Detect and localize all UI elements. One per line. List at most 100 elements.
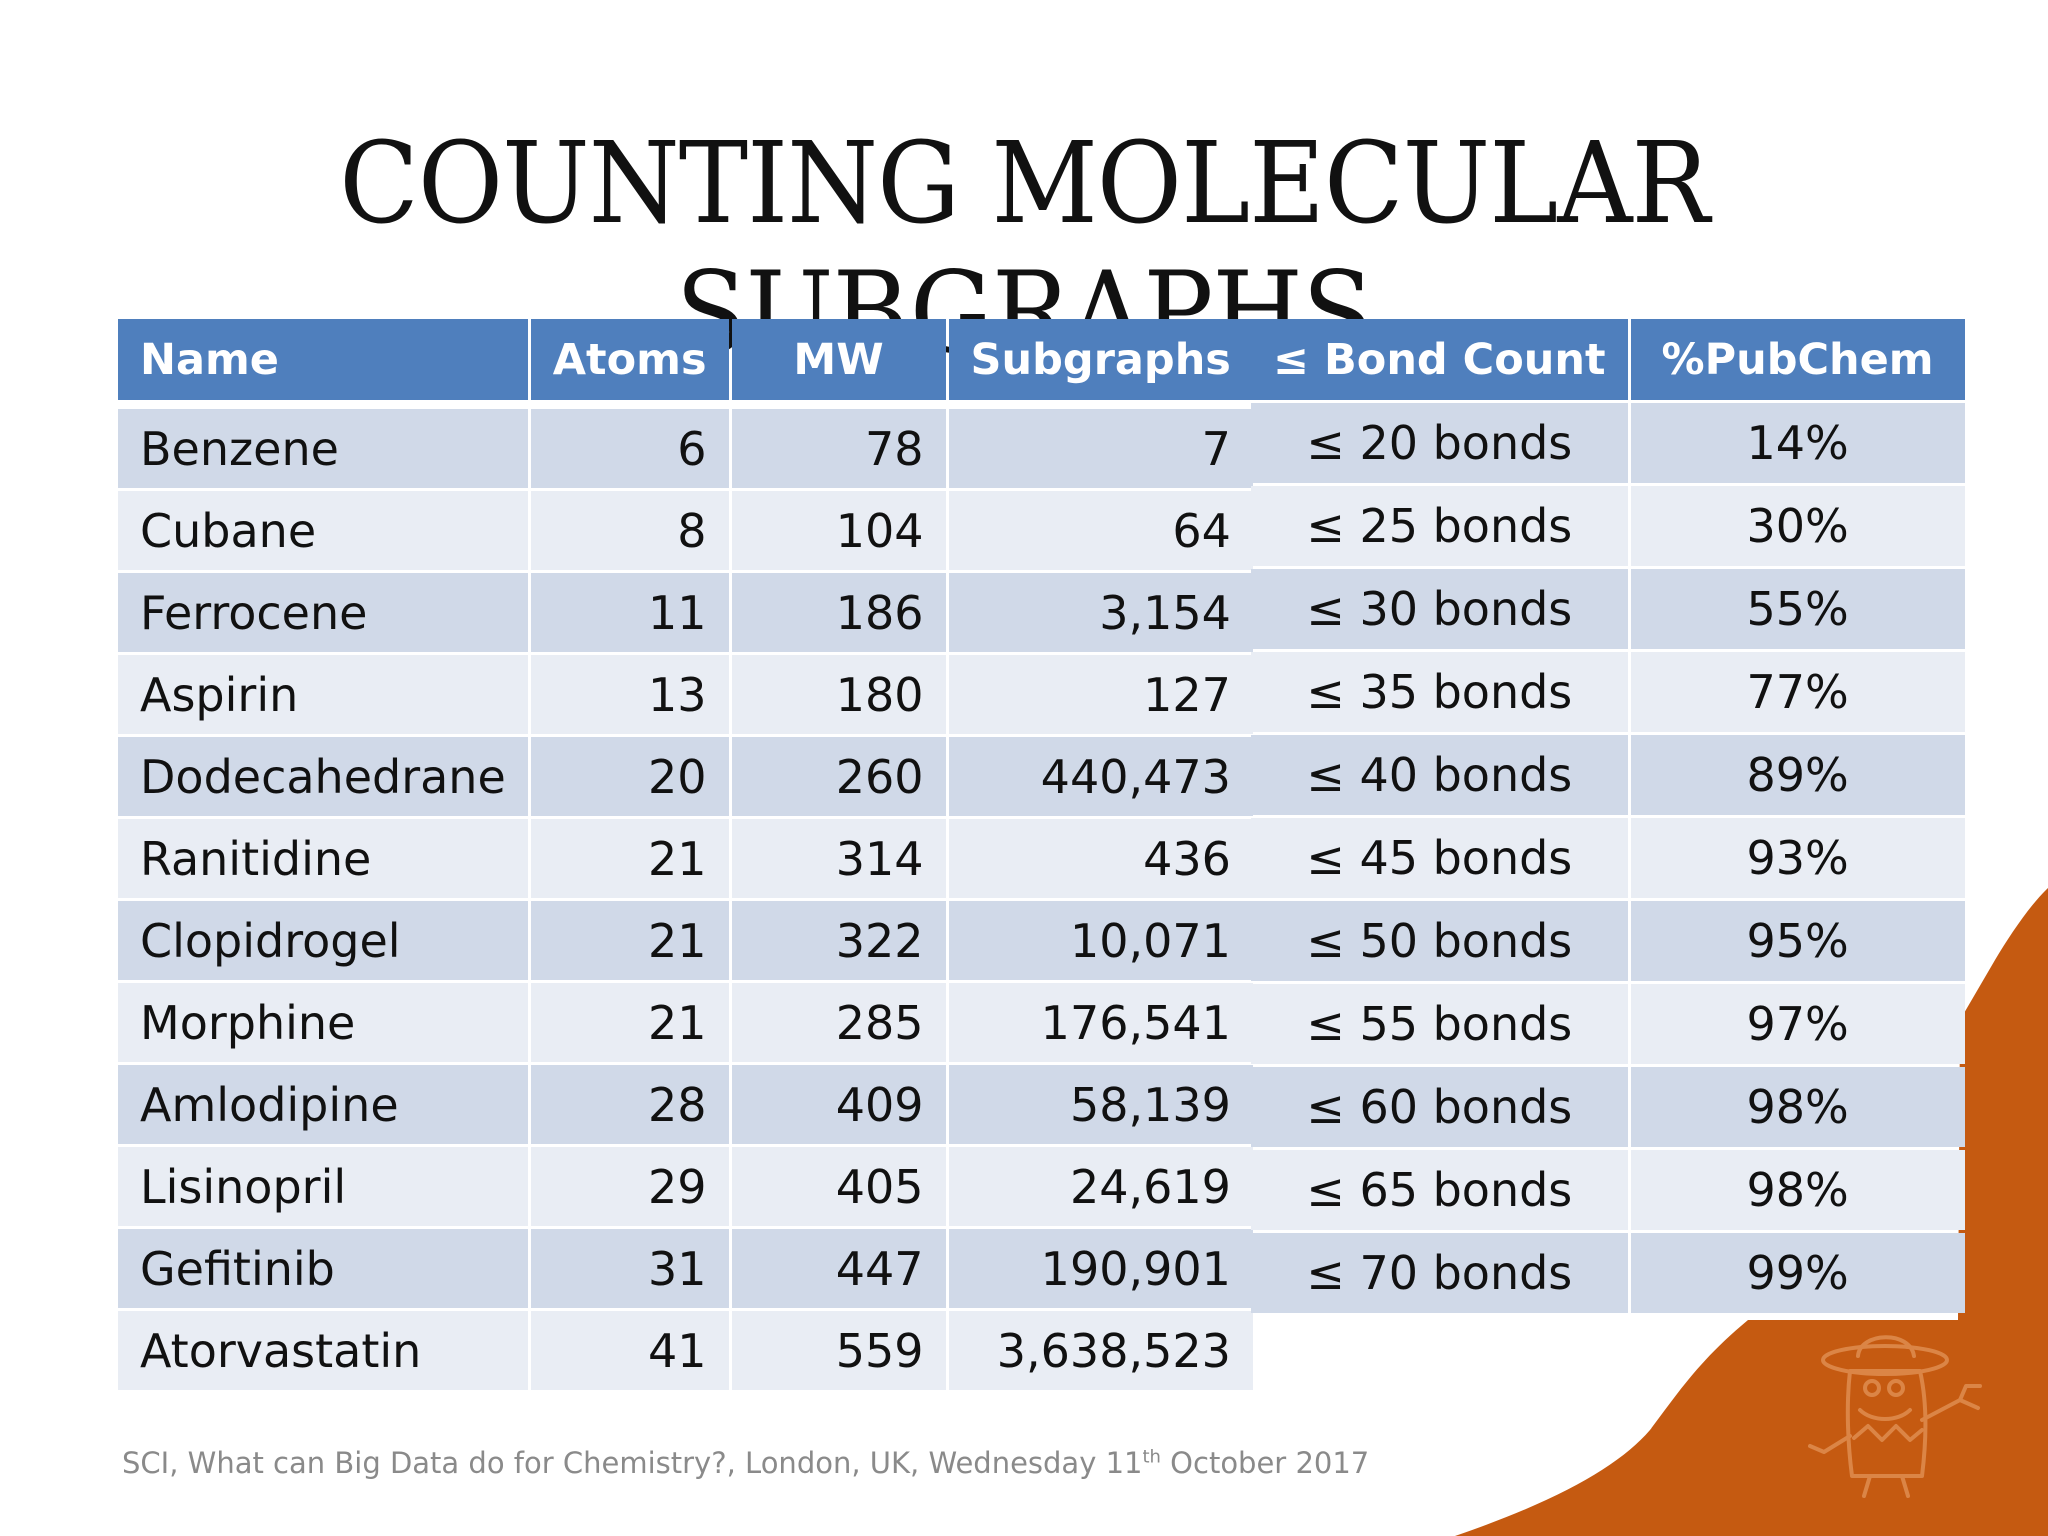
cell-subgraphs: 10,071 xyxy=(948,901,1253,980)
cell-atoms: 21 xyxy=(530,819,729,898)
cell-subgraphs: 3,154 xyxy=(948,573,1253,652)
cell-mw: 559 xyxy=(731,1311,946,1390)
cell-pubchem-percent: 93% xyxy=(1630,818,1965,898)
cell-subgraphs: 3,638,523 xyxy=(948,1311,1253,1390)
header-pubchem: %PubChem xyxy=(1630,319,1965,400)
cell-bond-count: ≤ 20 bonds xyxy=(1251,403,1628,483)
cell-atoms: 13 xyxy=(530,655,729,734)
table-row: ≤ 50 bonds 95% xyxy=(1251,901,1965,981)
cell-bond-count: ≤ 25 bonds xyxy=(1251,486,1628,566)
cell-mw: 409 xyxy=(731,1065,946,1144)
table-row: ≤ 70 bonds 99% xyxy=(1251,1233,1965,1313)
cell-subgraphs: 24,619 xyxy=(948,1147,1253,1226)
footer-text: SCI, What can Big Data do for Chemistry?… xyxy=(122,1446,1143,1480)
header-atoms: Atoms xyxy=(530,319,729,400)
cell-bond-count: ≤ 65 bonds xyxy=(1251,1150,1628,1230)
header-bond-count: ≤ Bond Count xyxy=(1251,319,1628,400)
cell-name: Atorvastatin xyxy=(118,1311,528,1390)
cell-bond-count: ≤ 50 bonds xyxy=(1251,901,1628,981)
cell-pubchem-percent: 99% xyxy=(1630,1233,1965,1313)
cell-subgraphs: 436 xyxy=(948,819,1253,898)
molecule-subgraph-table: Name Atoms MW Subgraphs Benzene 6 78 7 C… xyxy=(115,316,1256,1393)
table-row: Cubane 8 104 64 xyxy=(118,491,1253,570)
cell-atoms: 8 xyxy=(530,491,729,570)
cell-atoms: 21 xyxy=(530,901,729,980)
header-mw: MW xyxy=(731,319,946,400)
cell-name: Clopidrogel xyxy=(118,901,528,980)
table-row: Ferrocene 11 186 3,154 xyxy=(118,573,1253,652)
table-row: Aspirin 13 180 127 xyxy=(118,655,1253,734)
table-row: ≤ 55 bonds 97% xyxy=(1251,984,1965,1064)
cell-bond-count: ≤ 55 bonds xyxy=(1251,984,1628,1064)
cell-atoms: 20 xyxy=(530,737,729,816)
cell-atoms: 11 xyxy=(530,573,729,652)
cell-bond-count: ≤ 60 bonds xyxy=(1251,1067,1628,1147)
table-row: Dodecahedrane 20 260 440,473 xyxy=(118,737,1253,816)
table-row: Benzene 6 78 7 xyxy=(118,403,1253,488)
table-row: ≤ 45 bonds 93% xyxy=(1251,818,1965,898)
cell-subgraphs: 440,473 xyxy=(948,737,1253,816)
cell-name: Ferrocene xyxy=(118,573,528,652)
footer-text-end: October 2017 xyxy=(1160,1446,1370,1480)
cell-mw: 285 xyxy=(731,983,946,1062)
cell-bond-count: ≤ 35 bonds xyxy=(1251,652,1628,732)
cell-pubchem-percent: 30% xyxy=(1630,486,1965,566)
cell-subgraphs: 64 xyxy=(948,491,1253,570)
cell-name: Dodecahedrane xyxy=(118,737,528,816)
cell-pubchem-percent: 98% xyxy=(1630,1067,1965,1147)
cell-name: Aspirin xyxy=(118,655,528,734)
table-row: ≤ 20 bonds 14% xyxy=(1251,403,1965,483)
cell-subgraphs: 7 xyxy=(948,403,1253,488)
cell-name: Morphine xyxy=(118,983,528,1062)
cell-bond-count: ≤ 30 bonds xyxy=(1251,569,1628,649)
cell-name: Ranitidine xyxy=(118,819,528,898)
cell-atoms: 6 xyxy=(530,403,729,488)
table-row: Morphine 21 285 176,541 xyxy=(118,983,1253,1062)
table-row: Amlodipine 28 409 58,139 xyxy=(118,1065,1253,1144)
cell-subgraphs: 190,901 xyxy=(948,1229,1253,1308)
cell-mw: 405 xyxy=(731,1147,946,1226)
header-subgraphs: Subgraphs xyxy=(948,319,1253,400)
cell-mw: 322 xyxy=(731,901,946,980)
table-header-row: ≤ Bond Count %PubChem xyxy=(1251,319,1965,400)
cell-atoms: 21 xyxy=(530,983,729,1062)
table-row: ≤ 30 bonds 55% xyxy=(1251,569,1965,649)
cell-name: Gefitinib xyxy=(118,1229,528,1308)
table-row: ≤ 60 bonds 98% xyxy=(1251,1067,1965,1147)
cell-pubchem-percent: 97% xyxy=(1630,984,1965,1064)
table-row: Clopidrogel 21 322 10,071 xyxy=(118,901,1253,980)
cell-name: Amlodipine xyxy=(118,1065,528,1144)
cell-pubchem-percent: 14% xyxy=(1630,403,1965,483)
slide-footer: SCI, What can Big Data do for Chemistry?… xyxy=(122,1446,1369,1480)
cell-bond-count: ≤ 45 bonds xyxy=(1251,818,1628,898)
table-row: Gefitinib 31 447 190,901 xyxy=(118,1229,1253,1308)
cell-pubchem-percent: 95% xyxy=(1630,901,1965,981)
cell-mw: 180 xyxy=(731,655,946,734)
cowboy-mascot-icon xyxy=(1808,1335,1982,1498)
cell-mw: 447 xyxy=(731,1229,946,1308)
table-header-row: Name Atoms MW Subgraphs xyxy=(118,319,1253,400)
table-row: Atorvastatin 41 559 3,638,523 xyxy=(118,1311,1253,1390)
cell-mw: 104 xyxy=(731,491,946,570)
table-row: Lisinopril 29 405 24,619 xyxy=(118,1147,1253,1226)
cell-pubchem-percent: 89% xyxy=(1630,735,1965,815)
bond-count-pubchem-table: ≤ Bond Count %PubChem ≤ 20 bonds 14% ≤ 2… xyxy=(1248,316,1968,1316)
cell-atoms: 29 xyxy=(530,1147,729,1226)
cell-subgraphs: 58,139 xyxy=(948,1065,1253,1144)
cell-name: Benzene xyxy=(118,403,528,488)
cell-mw: 260 xyxy=(731,737,946,816)
cell-pubchem-percent: 55% xyxy=(1630,569,1965,649)
table-row: ≤ 25 bonds 30% xyxy=(1251,486,1965,566)
footer-superscript: th xyxy=(1142,1446,1161,1468)
cell-name: Lisinopril xyxy=(118,1147,528,1226)
cell-atoms: 41 xyxy=(530,1311,729,1390)
cell-atoms: 31 xyxy=(530,1229,729,1308)
cell-subgraphs: 127 xyxy=(948,655,1253,734)
table-row: ≤ 35 bonds 77% xyxy=(1251,652,1965,732)
cell-bond-count: ≤ 70 bonds xyxy=(1251,1233,1628,1313)
cell-pubchem-percent: 98% xyxy=(1630,1150,1965,1230)
cell-bond-count: ≤ 40 bonds xyxy=(1251,735,1628,815)
table-row: ≤ 40 bonds 89% xyxy=(1251,735,1965,815)
cell-pubchem-percent: 77% xyxy=(1630,652,1965,732)
